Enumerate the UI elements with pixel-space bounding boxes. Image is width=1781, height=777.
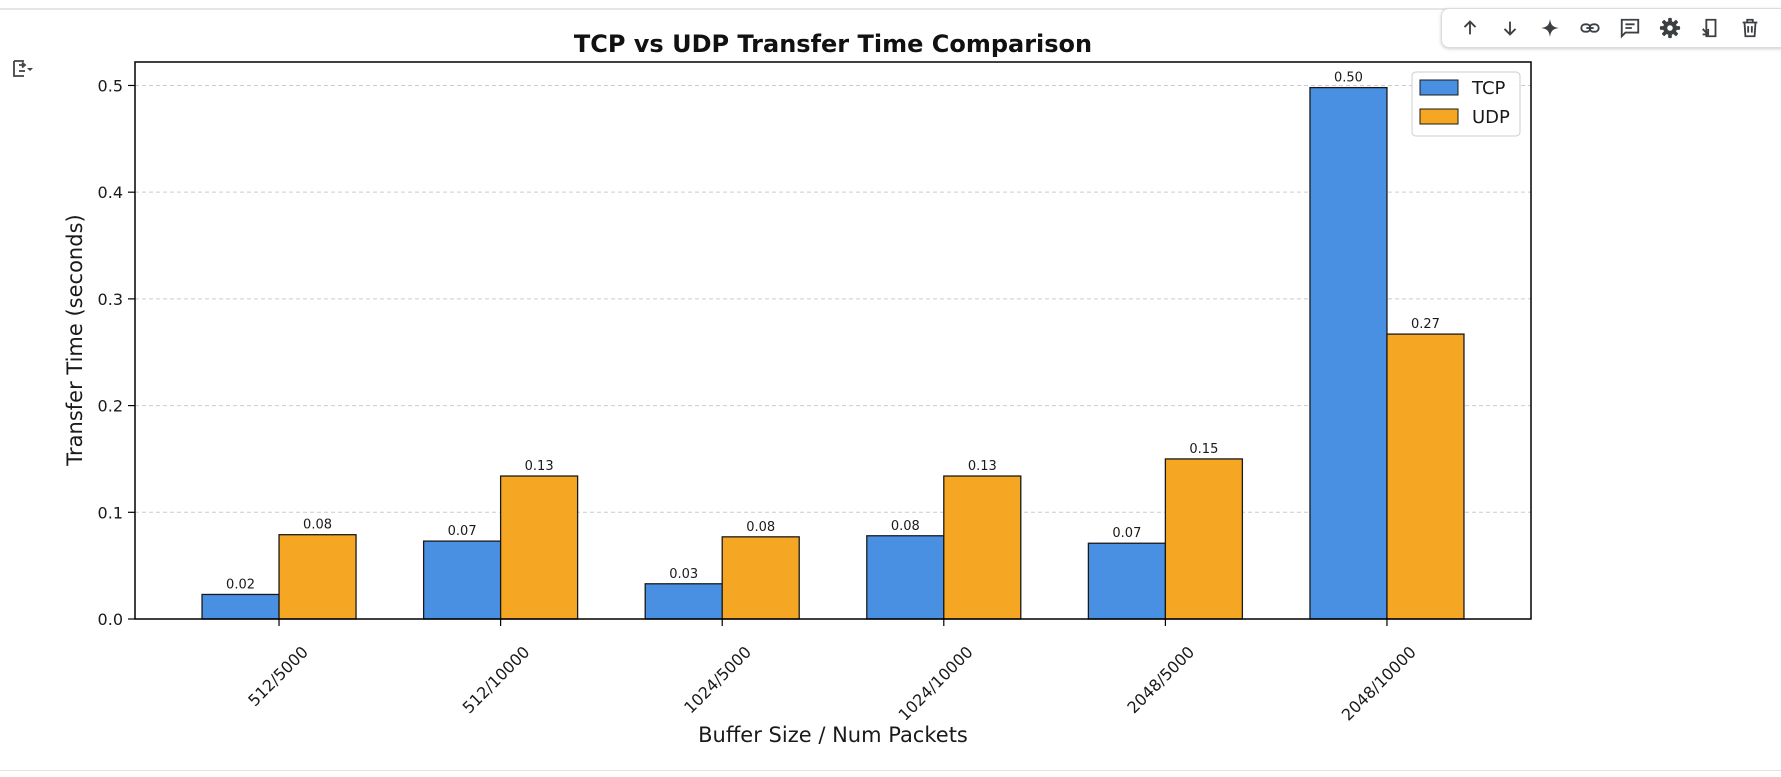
bar-value-label: 0.07 [1112,526,1141,541]
output-toggle-icon[interactable] [8,56,38,82]
arrow-down-icon [1503,21,1517,36]
y-tick-label: 0.4 [98,183,123,202]
trash-icon [1742,18,1758,38]
x-tick-label: 1024/10000 [895,642,977,724]
legend-label-udp: UDP [1472,107,1510,128]
sparkle-icon [1540,18,1560,38]
bar-value-label: 0.27 [1411,317,1440,332]
legend-swatch-udp [1419,108,1459,125]
link-icon [1580,23,1600,33]
ai-assist-button[interactable] [1530,11,1570,45]
y-tick-label: 0.2 [98,397,123,416]
cell-settings-button[interactable] [1650,11,1690,45]
delete-cell-button[interactable] [1730,11,1770,45]
bar-udp-2048/5000 [1164,458,1244,620]
bar-tcp-2048/10000 [1309,86,1388,620]
bar-tcp-512/10000 [422,540,502,620]
bar-value-label: 0.13 [525,459,554,474]
arrow-up-icon [1463,20,1477,35]
bar-udp-512/5000 [278,534,357,620]
x-tick-label: 512/5000 [244,642,312,710]
cell-toolbar [1441,8,1781,48]
bar-udp-512/10000 [499,475,579,620]
y-tick-label: 0.5 [98,76,123,95]
x-axis-label: Buffer Size / Num Packets [698,723,968,747]
bar-udp-1024/5000 [721,536,800,620]
legend-swatch-tcp [1419,79,1459,96]
x-tick-label: 2048/10000 [1338,642,1420,724]
cell-bottom-border [0,770,1781,771]
mirror-cell-icon [1702,18,1717,38]
chart-title: TCP vs UDP Transfer Time Comparison [574,30,1092,58]
y-tick-label: 0.0 [98,610,123,629]
bar-value-label: 0.08 [303,518,332,533]
bar-udp-1024/10000 [943,475,1022,620]
bar-value-label: 0.03 [669,567,698,582]
add-comment-button[interactable] [1610,11,1650,45]
mirror-cell-button[interactable] [1690,11,1730,45]
comment-icon [1620,18,1640,39]
x-tick-label: 512/10000 [459,642,534,717]
plot-frame [134,61,1532,620]
cell-top-border [0,8,1781,10]
x-tick-label: 1024/5000 [680,642,755,717]
bar-value-label: 0.08 [746,520,775,535]
copy-link-button[interactable] [1570,11,1610,45]
bars [201,86,1465,620]
bar-tcp-2048/5000 [1087,542,1167,620]
y-tick-label: 0.1 [98,503,123,522]
bar-value-label: 0.13 [968,459,997,474]
bar-value-label: 0.08 [891,519,920,534]
gear-icon [1659,17,1681,39]
y-axis-ticks: 0.0 0.1 0.2 0.3 0.4 0.5 [98,76,135,629]
bar-value-labels: 0.02 0.08 0.07 0.13 0.03 0.08 0.08 0.13 0.07 0.15… [226,71,1440,593]
bar-value-label: 0.02 [226,577,255,592]
legend: TCP UDP [1411,71,1521,137]
output-toggle-glyph [13,60,33,77]
bar-tcp-1024/5000 [644,583,723,620]
bar-value-label: 0.15 [1189,442,1218,457]
legend-label-tcp: TCP [1471,78,1506,99]
x-tick-label: 2048/5000 [1123,642,1198,717]
bar-udp-2048/10000 [1386,333,1465,620]
move-up-button[interactable] [1450,11,1490,45]
bar-tcp-512/5000 [201,593,280,620]
bar-tcp-1024/10000 [866,535,945,620]
y-tick-label: 0.3 [98,290,123,309]
bar-value-label: 0.07 [448,524,477,539]
x-axis-ticks: 512/5000 512/10000 1024/5000 1024/10000 2048… [244,619,1420,724]
bar-value-label: 0.50 [1334,71,1363,86]
move-down-button[interactable] [1490,11,1530,45]
y-axis-label: Transfer Time (seconds) [63,214,87,466]
